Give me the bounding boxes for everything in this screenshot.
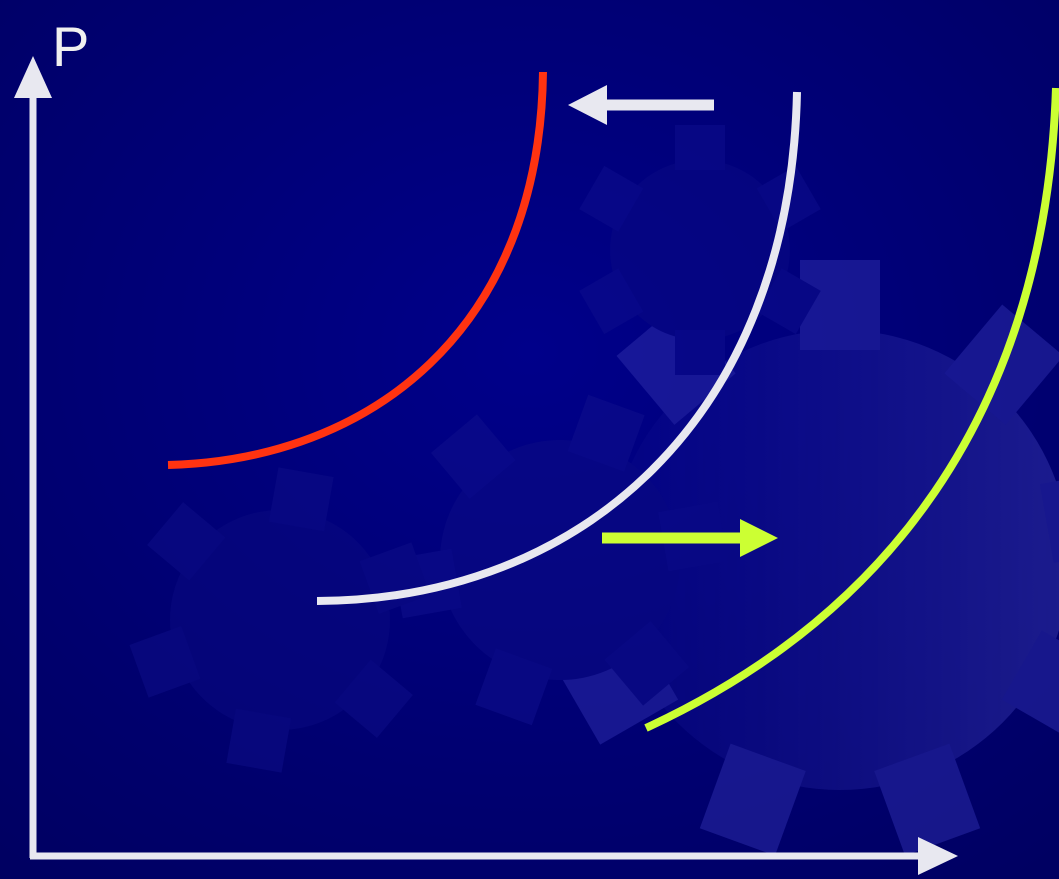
curve-shifted-right xyxy=(644,87,1059,732)
curve-shifted-left xyxy=(167,71,547,469)
axes: P xyxy=(14,15,958,875)
curve-original xyxy=(316,91,801,605)
y-axis-arrowhead-icon xyxy=(14,56,52,98)
x-axis-arrowhead-icon xyxy=(918,837,958,875)
gear-watermark-icon xyxy=(129,125,1059,856)
y-axis-label: P xyxy=(52,15,89,78)
right-arrowhead-icon xyxy=(740,519,778,557)
shift-arrow-right xyxy=(602,519,778,557)
left-arrowhead-icon xyxy=(568,85,607,125)
curves xyxy=(167,71,1059,732)
shift-arrow-left xyxy=(568,85,714,125)
